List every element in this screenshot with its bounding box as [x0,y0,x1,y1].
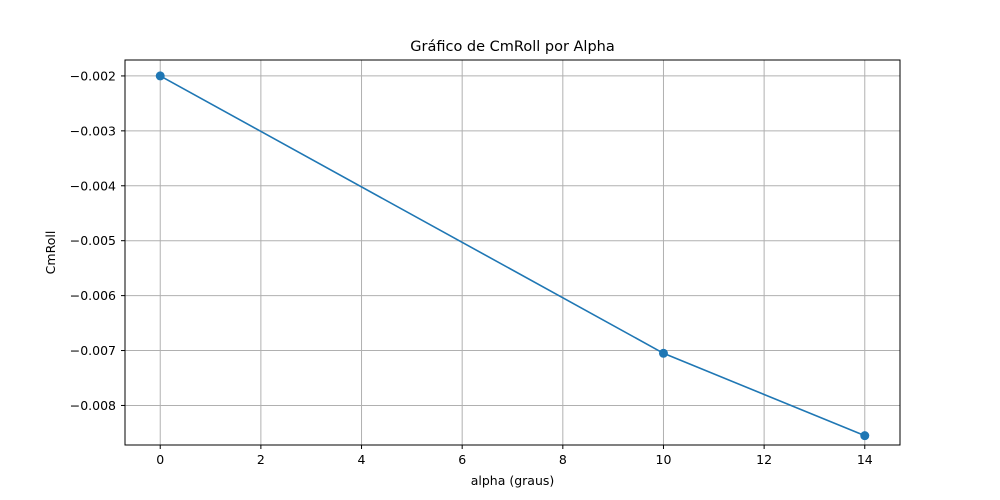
ticks: 0 2 4 6 8 10 12 14 −0.008 −0.007 −0.006 −0.005 −0.00… [70,68,873,467]
axes-frame [124,59,901,446]
data-point-marker [860,431,870,441]
y-tick-label: −0.008 [70,398,116,413]
x-axis-label: alpha (graus) [471,473,555,488]
data-point-marker [155,71,165,81]
y-tick-label: −0.003 [70,123,116,138]
x-tick-label: 14 [857,452,873,467]
x-tick-label: 6 [458,452,466,467]
x-tick-label: 12 [756,452,772,467]
x-tick-label: 0 [156,452,164,467]
x-tick-label: 10 [656,452,672,467]
series-line [159,75,866,437]
y-tick-label: −0.004 [70,178,116,193]
y-tick-label: −0.005 [70,233,116,248]
grid [125,60,900,445]
data-point-marker [658,348,668,358]
chart-title: Gráfico de CmRoll por Alpha [410,39,615,55]
y-tick-label: −0.006 [70,288,116,303]
y-tick-label: −0.002 [70,68,116,83]
x-tick-label: 2 [257,452,265,467]
y-axis-label: CmRoll [43,231,58,275]
x-tick-label: 8 [559,452,567,467]
series-layer [155,71,870,441]
x-tick-label: 4 [358,452,366,467]
y-tick-label: −0.007 [70,343,116,358]
